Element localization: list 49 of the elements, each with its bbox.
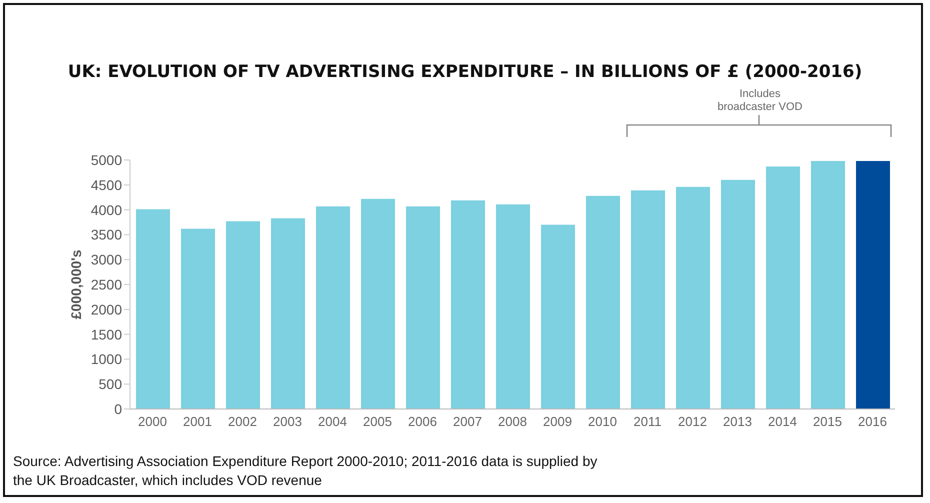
bar <box>586 196 620 409</box>
bar <box>136 209 170 409</box>
x-tick-label: 2006 <box>408 414 437 430</box>
bar <box>406 206 440 409</box>
x-tick-label: 2007 <box>453 414 482 430</box>
x-tick-label: 2010 <box>588 414 617 430</box>
bar <box>811 160 845 409</box>
bar <box>181 228 215 409</box>
y-axis-title: £000,000's <box>68 250 84 320</box>
bar <box>631 190 665 409</box>
y-tick-label: 3500 <box>90 226 122 243</box>
x-tick-label: 2014 <box>768 414 797 430</box>
x-tick-label: 2000 <box>138 414 167 430</box>
source-note: Source: Advertising Association Expenditure Report 2000-2010; 2011-2016 data is supplied by the UK Broadcaster, which includes VOD revenue <box>13 452 598 490</box>
x-tick-label: 2009 <box>543 414 572 430</box>
y-tick-label: 2500 <box>90 276 122 292</box>
x-tick-label: 2004 <box>318 414 347 430</box>
bar <box>316 206 350 409</box>
x-tick-label: 2008 <box>498 414 527 430</box>
x-tick-label: 2003 <box>273 414 302 430</box>
y-tick-label: 0 <box>114 400 122 417</box>
x-tick-label: 2011 <box>634 414 662 430</box>
bar <box>226 221 260 409</box>
bar <box>451 200 485 409</box>
bar <box>496 204 530 409</box>
x-tick-label: 2015 <box>813 414 842 430</box>
y-tick-label: 4000 <box>90 202 122 218</box>
x-tick-label: 2012 <box>678 414 707 430</box>
bar <box>541 224 575 409</box>
y-tick-label: 1000 <box>90 351 122 368</box>
y-tick-label: 1500 <box>90 326 122 342</box>
bar <box>721 180 755 409</box>
y-tick-label: 500 <box>98 376 122 392</box>
y-tick-label: 3000 <box>90 252 122 268</box>
x-tick-label: 2013 <box>723 414 752 430</box>
x-tick-label: 2001 <box>183 414 212 430</box>
x-tick-label: 2016 <box>858 414 887 430</box>
y-tick-label: 5000 <box>90 152 122 168</box>
x-tick-label: 2002 <box>228 414 257 430</box>
bar <box>271 218 305 409</box>
y-tick-label: 4500 <box>90 176 122 193</box>
bar <box>766 166 800 409</box>
text: Includes broadcaster VOD <box>716 88 804 114</box>
y-tick-label: 2000 <box>90 301 122 318</box>
bar <box>856 160 890 409</box>
chart-title: UK: EVOLUTION OF TV ADVERTISING EXPENDITURE – IN BILLIONS OF £ (2000-2016) <box>66 62 864 82</box>
bar <box>361 198 395 409</box>
bar <box>676 186 710 409</box>
x-tick-label: 2005 <box>363 414 392 430</box>
